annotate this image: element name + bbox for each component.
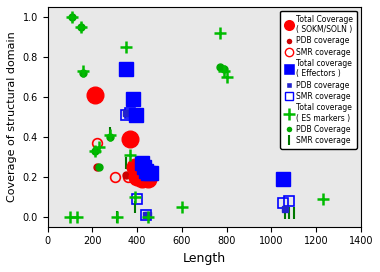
X-axis label: Length: Length <box>183 252 226 265</box>
Legend: Total Coverage
( SOKM/SOLN ), PDB coverage, SMR coverage, Total coverage
( Effec: Total Coverage ( SOKM/SOLN ), PDB covera… <box>280 11 357 149</box>
Y-axis label: Coverage of structural domain: Coverage of structural domain <box>7 32 17 202</box>
